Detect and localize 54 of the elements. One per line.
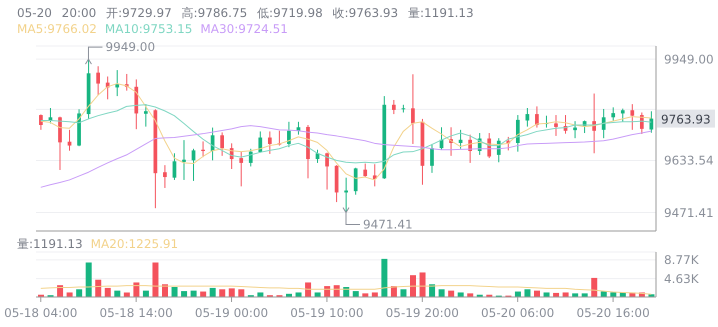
candlestick — [268, 130, 272, 154]
candlestick — [526, 107, 530, 128]
candlestick — [39, 114, 43, 130]
candlestick — [210, 127, 214, 161]
candlestick — [144, 104, 148, 128]
candlestick — [287, 121, 291, 148]
text: 9763.93 — [661, 112, 711, 127]
candlestick — [182, 140, 186, 180]
chart-title: 05-20 20:00 开:9729.97 高:9786.75 低:9719.98 收:9763.93 量:1191.13 — [17, 6, 474, 20]
candlestick — [650, 110, 654, 134]
candlestick — [458, 129, 462, 150]
line-series — [40, 285, 652, 295]
candlestick — [192, 148, 196, 182]
candlestick — [220, 132, 224, 156]
candlestick — [172, 152, 176, 180]
text: MA5:9766.02 — [17, 22, 97, 36]
x-tick-label: 05-19 20:00 — [386, 306, 459, 320]
candlestick — [535, 106, 539, 128]
text: MA10:9753.15 — [104, 22, 192, 36]
x-tick-label: 05-18 14:00 — [100, 306, 173, 320]
text: MA20:1225.91 — [90, 237, 178, 251]
candlestick — [440, 126, 444, 150]
candlestick — [316, 149, 320, 164]
annotation: 9471.41 — [363, 218, 413, 232]
text: MA30:9724.51 — [200, 22, 288, 36]
candlestick — [411, 74, 415, 144]
x-tick-label: 05-20 06:00 — [481, 306, 554, 320]
candlestick — [115, 70, 120, 97]
candlestick — [239, 151, 244, 187]
candlestick — [630, 104, 634, 130]
candlestick — [554, 114, 558, 136]
x-tick-label: 05-18 04:00 — [4, 306, 78, 320]
candlestick — [325, 152, 329, 190]
candlestick — [611, 106, 616, 122]
y-tick-label: 4.63K — [664, 272, 700, 286]
chart-title: 量:1191.13 — [17, 237, 83, 251]
candlestick — [163, 164, 167, 188]
line-series — [40, 125, 652, 188]
candlestick — [68, 129, 72, 152]
x-tick-label: 05-20 16:00 — [576, 306, 650, 320]
candlestick — [201, 140, 205, 158]
candlestick — [392, 99, 396, 115]
x-tick-label: 05-19 10:00 — [290, 306, 364, 320]
candlestick — [363, 163, 368, 178]
y-tick-label: 9471.41 — [664, 206, 714, 220]
y-tick-label: 9949.00 — [664, 52, 714, 66]
annotation: 9949.00 — [105, 40, 156, 54]
candlestick — [573, 120, 577, 139]
y-tick-label: 8.77K — [664, 253, 700, 268]
candlestick — [430, 143, 434, 174]
candlestick — [96, 66, 100, 96]
candlestick — [620, 108, 625, 122]
y-tick-label: 9633.54 — [664, 154, 714, 168]
x-tick-label: 05-19 00:00 — [194, 306, 268, 320]
